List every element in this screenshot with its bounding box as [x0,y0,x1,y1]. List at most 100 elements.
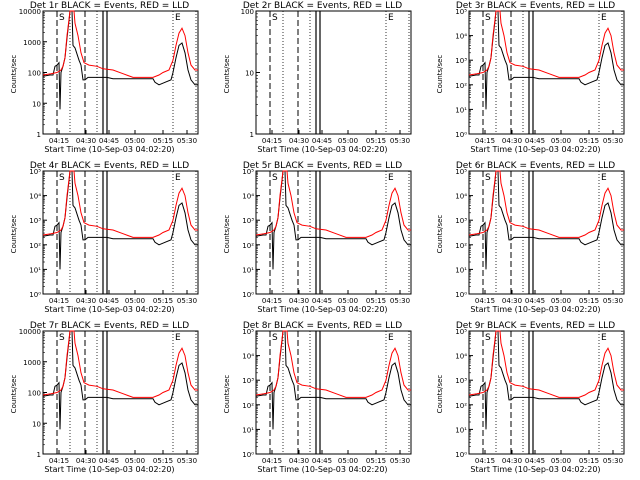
y-tick-label: 10⁰ [455,131,467,139]
y-tick-label: 10⁵ [455,328,467,336]
y-tick-label: 10⁴ [242,353,254,361]
x-tick-label: 05:00 [551,457,571,465]
lld-series-line [42,330,198,398]
x-tick-label: 05:30 [603,457,623,465]
end-marker-label: E [388,13,394,23]
x-tick-label: 04:30 [289,457,309,465]
detector-panel: 1 10 100 1000 10000 04:15 04:30 04:45 05:00 05:15… [3,320,216,480]
y-tick-label: 10⁰ [29,291,41,299]
y-tick-label: 10³ [29,217,41,225]
plot-frame [255,170,412,295]
x-tick-label: 04:30 [76,297,96,305]
y-tick-label: 10000 [19,8,41,16]
panel-plot: 10⁰ 10¹ 10² 10³ 10⁴ 10⁵ 04:15 04:30 04:45 05:00 05… [455,328,625,465]
start-marker-label: S [485,173,491,183]
y-tick-label: 10⁵ [29,168,41,176]
y-tick-label: 10⁰ [242,291,254,299]
x-tick-label: 04:45 [99,137,119,145]
end-marker-label: E [175,333,181,343]
x-tick-label: 04:30 [289,137,309,145]
x-tick-label: 05:00 [338,297,358,305]
y-tick-label: 10² [455,82,467,90]
x-axis-label: Start Time (10-Sep-03 04:02:20) [44,305,175,314]
x-tick-label: 04:45 [525,137,545,145]
start-marker-label: S [59,13,65,23]
y-tick-label: 100 [241,8,254,16]
x-tick-label: 05:15 [366,457,386,465]
y-tick-label: 10¹ [242,266,254,274]
end-marker-label: E [175,13,181,23]
lld-series-line [468,330,624,398]
panel-plot: 10⁰ 10¹ 10² 10³ 10⁴ 10⁵ 04:15 04:30 04:45 05:00 05… [242,328,412,465]
x-tick-label: 05:15 [366,297,386,305]
x-tick-label: 04:15 [475,457,495,465]
x-tick-label: 05:30 [390,457,410,465]
y-tick-label: 10⁴ [455,353,467,361]
y-tick-label: 10¹ [455,106,467,114]
x-tick-label: 05:15 [153,137,173,145]
x-tick-label: 04:15 [262,297,282,305]
panel-plot: 10⁰ 10¹ 10² 10³ 10⁴ 10⁵ 04:15 04:30 04:45 05:00 05… [29,168,199,305]
events-series-line [255,170,411,270]
x-tick-label: 05:00 [551,297,571,305]
plot-frame [255,10,412,135]
y-tick-label: 10³ [242,377,254,385]
y-tick-label: 10² [455,402,467,410]
y-tick-label: 10¹ [455,426,467,434]
end-marker-label: E [601,13,607,23]
y-tick-label: 10² [29,242,41,250]
y-tick-label: 10⁰ [455,291,467,299]
panel-title: Det 5r BLACK = Events, RED = LLD [242,161,403,171]
events-series-line [42,330,198,430]
y-axis-label: Counts/sec [10,54,18,94]
x-tick-label: 05:15 [579,297,599,305]
x-tick-label: 05:30 [603,297,623,305]
y-tick-label: 10000 [19,328,41,336]
lld-series-line [255,330,411,398]
x-tick-label: 05:30 [390,137,410,145]
x-tick-label: 04:30 [502,297,522,305]
y-axis-label: Counts/sec [10,374,18,414]
x-axis-label: Start Time (10-Sep-03 04:02:20) [257,305,388,314]
x-tick-label: 04:30 [502,457,522,465]
detector-panel: 1 10 100 1000 10000 04:15 04:30 04:45 05:00 05:15… [3,0,216,160]
x-tick-label: 04:15 [262,457,282,465]
x-tick-label: 05:30 [603,137,623,145]
x-tick-label: 05:15 [366,137,386,145]
lld-series-line [42,10,198,78]
x-tick-label: 05:15 [579,457,599,465]
y-tick-label: 10⁴ [242,193,254,201]
end-marker-label: E [601,333,607,343]
x-tick-label: 04:45 [312,297,332,305]
panel-plot: 10⁰ 10¹ 10² 10³ 10⁴ 10⁵ 04:15 04:30 04:45 05:00 05… [242,168,412,305]
x-tick-label: 04:45 [312,457,332,465]
detector-panel: 1 10 100 04:15 04:30 04:45 05:00 05:15 05:30 S E De… [216,0,429,160]
x-tick-label: 04:45 [312,137,332,145]
detector-panel: 10⁰ 10¹ 10² 10³ 10⁴ 10⁵ 04:15 04:30 04:45 05:00 05… [3,160,216,320]
end-marker-label: E [601,173,607,183]
y-tick-label: 100 [28,70,41,78]
start-marker-label: S [272,333,278,343]
detector-panel: 10⁰ 10¹ 10² 10³ 10⁴ 10⁵ 04:15 04:30 04:45 05:00 05… [216,320,429,480]
panel-title: Det 9r BLACK = Events, RED = LLD [455,321,616,331]
panel-plot: 1 10 100 1000 10000 04:15 04:30 04:45 05:00 05:15… [19,328,199,465]
x-axis-label: Start Time (10-Sep-03 04:02:20) [44,145,175,154]
y-tick-label: 10⁵ [242,328,254,336]
y-tick-label: 10⁵ [455,168,467,176]
y-tick-label: 1000 [23,359,41,367]
x-tick-label: 04:30 [502,137,522,145]
x-tick-label: 05:30 [390,297,410,305]
y-tick-label: 10³ [455,57,467,65]
panel-title: Det 2r BLACK = Events, RED = LLD [242,1,403,11]
x-tick-label: 04:30 [76,457,96,465]
y-tick-label: 10² [455,242,467,250]
x-tick-label: 05:00 [125,137,145,145]
x-axis-label: Start Time (10-Sep-03 04:02:20) [470,305,601,314]
x-tick-label: 05:30 [177,137,197,145]
panel-title: Det 6r BLACK = Events, RED = LLD [455,161,616,171]
panel-plot: 1 10 100 1000 10000 04:15 04:30 04:45 05:00 05:15… [19,8,199,145]
y-axis-label: Counts/sec [223,214,231,254]
lld-series-line [468,10,624,78]
y-tick-label: 10⁰ [242,451,254,459]
x-tick-label: 04:45 [99,297,119,305]
